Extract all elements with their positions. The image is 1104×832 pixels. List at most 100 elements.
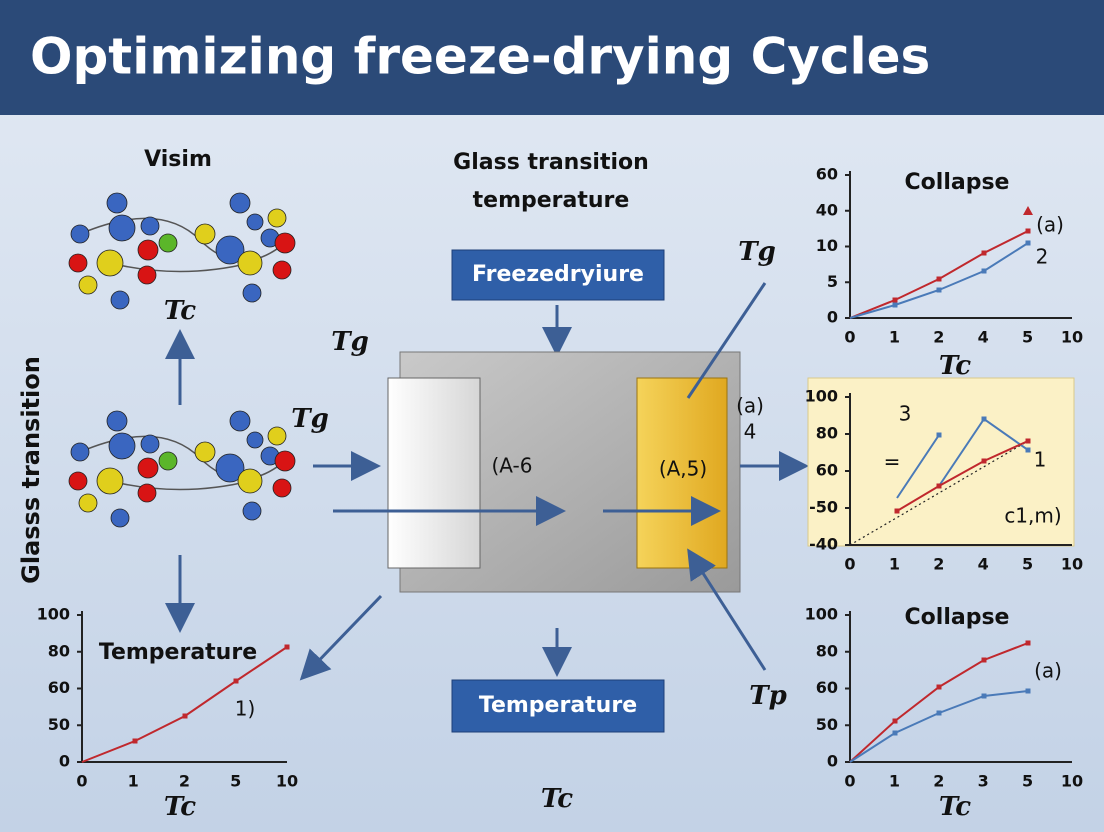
axis-label: Tc [939,351,971,381]
atom [272,478,292,498]
curve [849,440,1029,546]
marker [1025,447,1031,453]
tg-label: Tg [738,237,776,267]
atom [274,232,296,254]
y-tick-label: 60 [816,165,838,184]
atom [96,467,124,495]
atom [137,457,159,479]
marker [936,276,942,282]
panel-label: (A,5) [659,457,707,481]
button[interactable] [451,679,665,733]
atom [267,208,287,228]
y-tick-label: 50 [48,715,70,734]
y-tick-label: -50 [809,498,838,517]
y-tick-label: 100 [805,605,838,624]
x-tick-label: 1 [889,555,900,574]
atom [215,453,245,483]
atom [246,431,264,449]
marker [892,297,898,303]
marker [936,483,942,489]
y-tick-label: -40 [809,535,838,554]
marker [892,730,898,736]
y-tick-label: 60 [816,461,838,480]
marker [1025,438,1031,444]
y-tick-label: 80 [816,641,838,660]
visim-label: Visim [144,147,212,172]
marker [981,458,987,464]
button-label[interactable]: Freezedryiure [472,262,644,287]
atom [106,410,128,432]
atom [137,483,157,503]
marker [981,693,987,699]
note: (a) [736,394,764,418]
button[interactable] [451,249,665,301]
marker [284,644,290,650]
atom [237,250,263,276]
atom [229,192,251,214]
atom [70,442,90,462]
atom [237,468,263,494]
x-tick-label: 1 [889,772,900,791]
button-label[interactable]: Temperature [479,693,637,718]
marker [1023,206,1033,215]
arrow [687,548,767,671]
side-label: Glasss transition [17,356,45,584]
tc-label: Tc [164,296,196,326]
x-tick-label: 10 [1061,772,1083,791]
atom [140,216,160,236]
chart-title: Collapse [905,605,1010,630]
x-tick-label: 3 [978,772,989,791]
atom [242,501,262,521]
y-tick-label: 5 [827,272,838,291]
y-tick-label: 0 [59,752,70,771]
atom [158,233,178,253]
atom [267,426,287,446]
header-bar [0,0,1104,115]
y-tick-label: 100 [805,387,838,406]
x-tick-label: 2 [933,555,944,574]
marker [182,713,188,719]
panel [636,377,728,569]
axis-label: Tc [164,792,196,822]
arrow [299,594,383,681]
atom [137,265,157,285]
y-tick-label: 0 [827,308,838,327]
y-tick-label: 60 [48,678,70,697]
atom [110,508,130,528]
note: 4 [744,420,757,444]
marker [981,268,987,274]
chart-title: Temperature [99,640,257,665]
note: (a) [1036,213,1064,237]
marker [892,302,898,308]
chart-title: Collapse [905,170,1010,195]
x-tick-label: 0 [844,772,855,791]
axis-label: Tc [939,792,971,822]
y-tick-label: 80 [816,424,838,443]
atom [158,451,178,471]
x-tick-label: 10 [1061,328,1083,347]
note: c1,m) [1004,504,1061,528]
center-heading: temperature [473,188,630,213]
x-tick-label: 5 [1022,555,1033,574]
x-tick-label: 1 [889,328,900,347]
y-tick-label: 100 [37,605,70,624]
x-tick-label: 10 [276,772,298,791]
x-tick-label: 5 [1022,328,1033,347]
marker [1025,688,1031,694]
x-tick-label: 2 [933,328,944,347]
chart-panel [807,377,1075,547]
atom [78,275,98,295]
atom [106,192,128,214]
x-tick-label: 4 [978,328,989,347]
note: = [884,450,901,474]
atom [68,471,88,491]
note: (a) [1034,659,1062,683]
note: 1) [235,697,256,721]
atom [110,290,130,310]
marker [892,718,898,724]
marker [1025,240,1031,246]
atom [137,239,159,261]
atom [96,249,124,277]
